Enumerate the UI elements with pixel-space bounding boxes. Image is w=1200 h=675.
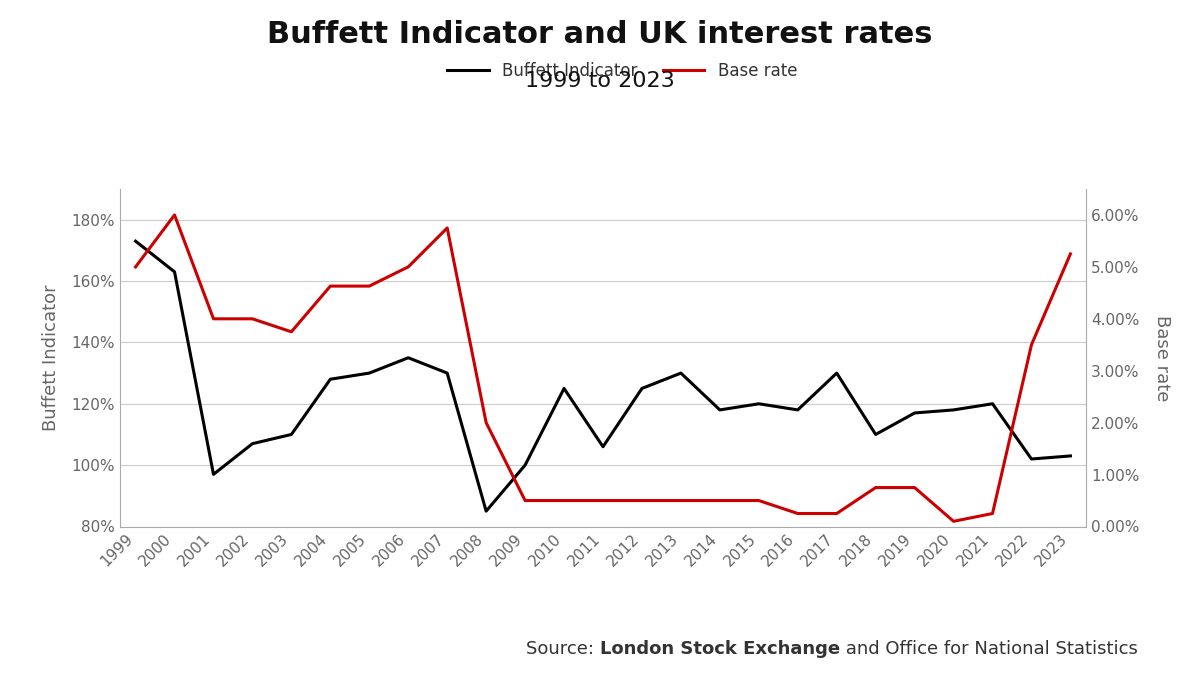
- Y-axis label: Base rate: Base rate: [1153, 315, 1171, 401]
- Text: and Office for National Statistics: and Office for National Statistics: [840, 641, 1138, 658]
- Text: 1999 to 2023: 1999 to 2023: [526, 71, 674, 91]
- Text: London Stock Exchange: London Stock Exchange: [600, 641, 840, 658]
- Y-axis label: Buffett Indicator: Buffett Indicator: [42, 284, 60, 431]
- Legend: Buffett Indicator, Base rate: Buffett Indicator, Base rate: [440, 55, 804, 87]
- Text: Buffett Indicator and UK interest rates: Buffett Indicator and UK interest rates: [268, 20, 932, 49]
- Text: Source:: Source:: [527, 641, 600, 658]
